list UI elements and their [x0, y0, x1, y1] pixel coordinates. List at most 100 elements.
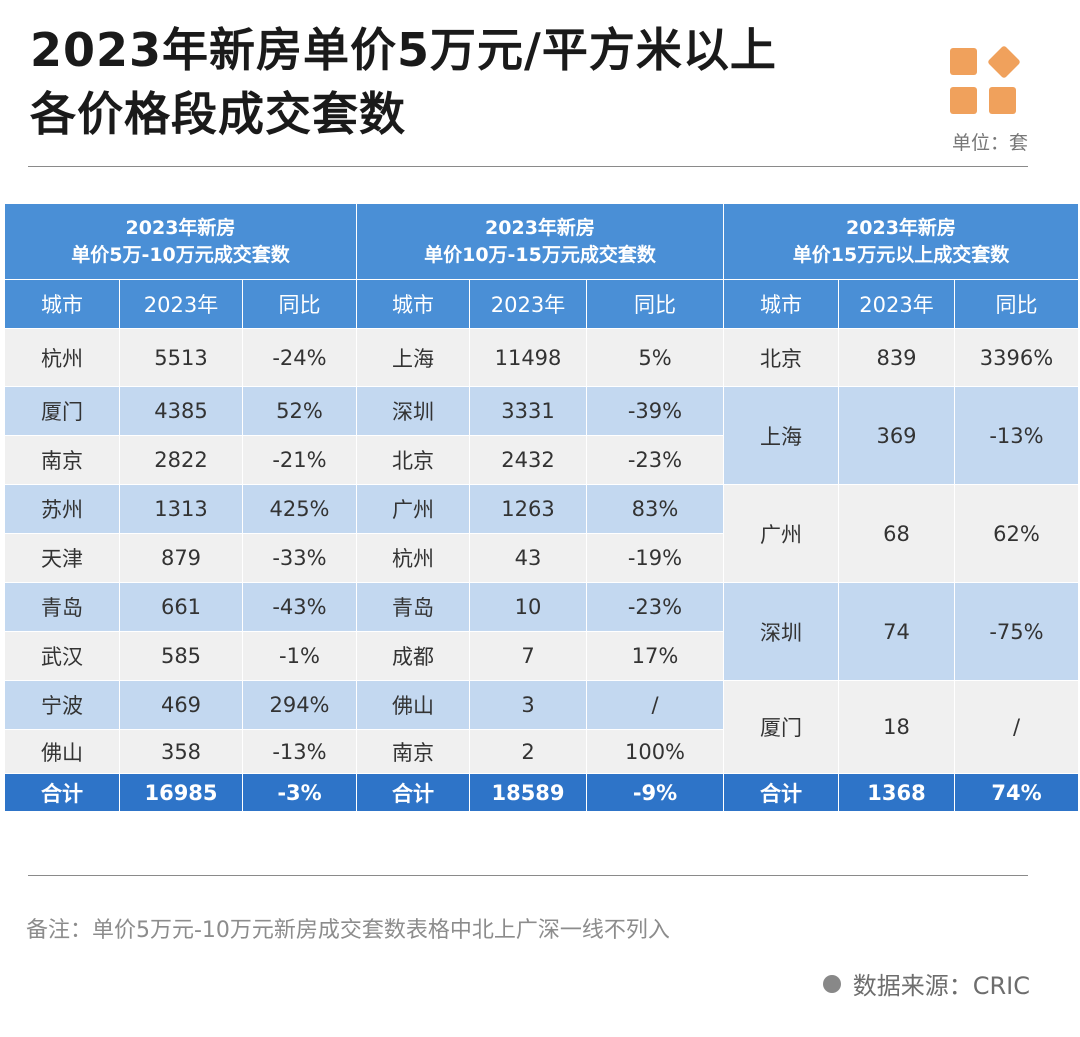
table-header: 2023年新房 单价15万元以上成交套数 [723, 203, 1079, 280]
cell-yoy: 294% [242, 680, 357, 730]
cell-yoy: -24% [242, 328, 357, 387]
total-label: 合计 [4, 773, 120, 812]
total-value: 1368 [838, 773, 955, 812]
cell-city: 厦门 [723, 680, 839, 774]
cell-yoy: -75% [954, 582, 1079, 681]
table-row: 佛山 358 -13% [4, 729, 357, 774]
header-line-1: 2023年新房 [485, 216, 595, 239]
cell-yoy: -13% [242, 729, 357, 774]
total-row: 合计 16985 -3% [4, 773, 357, 812]
column-header-city: 城市 [723, 279, 839, 329]
cell-city: 上海 [723, 386, 839, 485]
cell-yoy: / [586, 680, 724, 730]
table-row: 上海 11498 5% [356, 328, 724, 387]
cell-city: 南京 [4, 435, 120, 485]
table-row: 成都 7 17% [356, 631, 724, 681]
column-header-yoy: 同比 [242, 279, 357, 329]
cell-value: 43 [469, 533, 587, 583]
cell-value: 18 [838, 680, 955, 774]
cell-value: 469 [119, 680, 243, 730]
table-row: 厦门 18 / [723, 680, 1079, 774]
cell-value: 3 [469, 680, 587, 730]
cell-city: 佛山 [4, 729, 120, 774]
cell-yoy: -33% [242, 533, 357, 583]
cell-yoy: -23% [586, 582, 724, 632]
price-tier-tables: 2023年新房 单价5万-10万元成交套数 城市 2023年 同比 杭州 551… [4, 203, 1079, 812]
total-value: 16985 [119, 773, 243, 812]
page-title: 2023年新房单价5万元/平方米以上 各价格段成交套数 [30, 18, 910, 146]
cell-value: 7 [469, 631, 587, 681]
cell-yoy: 5% [586, 328, 724, 387]
data-source-label: 数据来源：CRIC [852, 972, 1030, 1000]
table-row: 杭州 5513 -24% [4, 328, 357, 387]
data-source: 数据来源：CRIC [822, 966, 1030, 1001]
cell-value: 1313 [119, 484, 243, 534]
cell-yoy: 100% [586, 729, 724, 774]
cell-city: 佛山 [356, 680, 470, 730]
logo-square-icon [989, 87, 1016, 114]
total-value: 18589 [469, 773, 587, 812]
cell-city: 深圳 [356, 386, 470, 436]
table-row: 南京 2 100% [356, 729, 724, 774]
table-row: 广州 68 62% [723, 484, 1079, 583]
cell-yoy: 3396% [954, 328, 1079, 387]
header-line-2: 单价15万元以上成交套数 [792, 243, 1010, 266]
table-row: 北京 2432 -23% [356, 435, 724, 485]
table-tier-5-10: 2023年新房 单价5万-10万元成交套数 城市 2023年 同比 杭州 551… [4, 203, 357, 812]
total-yoy: 74% [954, 773, 1079, 812]
cell-yoy: 83% [586, 484, 724, 534]
header-line-2: 单价10万-15万元成交套数 [424, 243, 656, 266]
cell-city: 成都 [356, 631, 470, 681]
cell-city: 天津 [4, 533, 120, 583]
header-line-1: 2023年新房 [846, 216, 956, 239]
title-line-1: 2023年新房单价5万元/平方米以上 [30, 23, 777, 77]
cell-yoy: / [954, 680, 1079, 774]
cell-city: 北京 [356, 435, 470, 485]
cell-yoy: -39% [586, 386, 724, 436]
cell-yoy: 52% [242, 386, 357, 436]
cell-city: 青岛 [356, 582, 470, 632]
table-row: 青岛 661 -43% [4, 582, 357, 632]
cell-value: 879 [119, 533, 243, 583]
column-header-city: 城市 [4, 279, 120, 329]
column-header-yoy: 同比 [586, 279, 724, 329]
cell-yoy: -23% [586, 435, 724, 485]
cell-yoy: 17% [586, 631, 724, 681]
cell-city: 青岛 [4, 582, 120, 632]
column-header-yoy: 同比 [954, 279, 1079, 329]
title-line-2: 各价格段成交套数 [30, 87, 406, 141]
table-row: 苏州 1313 425% [4, 484, 357, 534]
logo-square-icon [950, 48, 977, 75]
table-row: 厦门 4385 52% [4, 386, 357, 436]
cell-yoy: -21% [242, 435, 357, 485]
cell-yoy: -19% [586, 533, 724, 583]
bullet-dot-icon [822, 975, 841, 993]
cell-value: 74 [838, 582, 955, 681]
table-tier-10-15: 2023年新房 单价10万-15万元成交套数 城市 2023年 同比 上海 11… [356, 203, 724, 812]
cell-value: 11498 [469, 328, 587, 387]
cell-value: 4385 [119, 386, 243, 436]
cell-yoy: 62% [954, 484, 1079, 583]
cell-value: 369 [838, 386, 955, 485]
cell-city: 苏州 [4, 484, 120, 534]
cell-city: 厦门 [4, 386, 120, 436]
cell-yoy: -1% [242, 631, 357, 681]
table-header: 2023年新房 单价10万-15万元成交套数 [356, 203, 724, 280]
table-row: 南京 2822 -21% [4, 435, 357, 485]
cell-city: 广州 [356, 484, 470, 534]
footer-divider [28, 875, 1028, 876]
header-line-1: 2023年新房 [125, 216, 236, 239]
table-row: 天津 879 -33% [4, 533, 357, 583]
cell-value: 2822 [119, 435, 243, 485]
cell-value: 2 [469, 729, 587, 774]
total-yoy: -3% [242, 773, 357, 812]
logo-square-icon [950, 87, 977, 114]
cell-city: 深圳 [723, 582, 839, 681]
cell-value: 3331 [469, 386, 587, 436]
table-row: 深圳 3331 -39% [356, 386, 724, 436]
table-row: 青岛 10 -23% [356, 582, 724, 632]
cell-city: 广州 [723, 484, 839, 583]
cell-city: 宁波 [4, 680, 120, 730]
total-yoy: -9% [586, 773, 724, 812]
cell-city: 武汉 [4, 631, 120, 681]
